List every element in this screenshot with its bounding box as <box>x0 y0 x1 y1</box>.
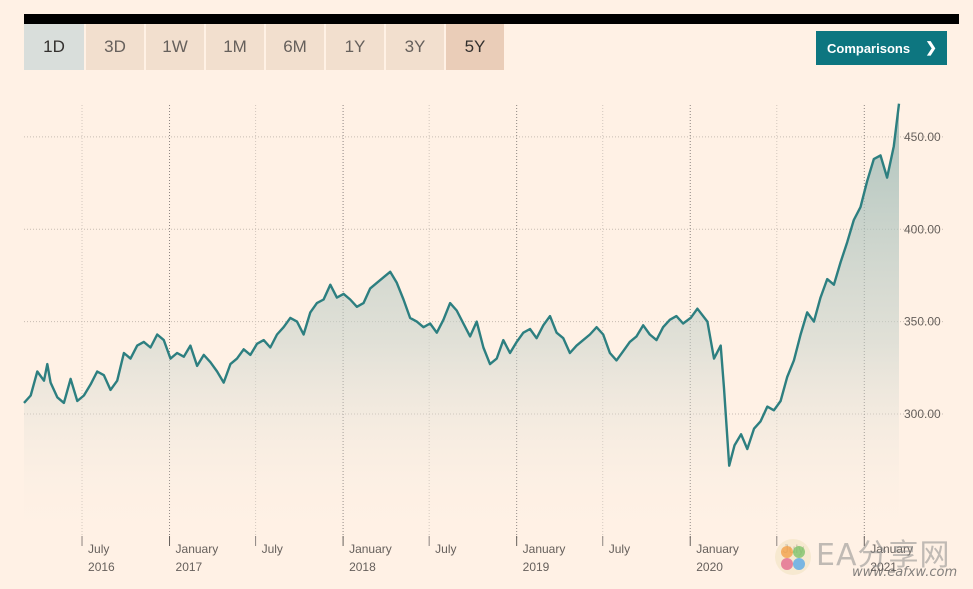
range-tab-1m[interactable]: 1M <box>206 24 264 70</box>
x-tick-month-label: January <box>523 542 566 556</box>
x-tick-year-label: 2020 <box>696 560 723 574</box>
range-tab-1y[interactable]: 1Y <box>326 24 384 70</box>
x-tick-month-label: January <box>176 542 219 556</box>
range-tab-6m[interactable]: 6M <box>266 24 324 70</box>
comparisons-button[interactable]: Comparisons ❯ <box>816 31 947 65</box>
y-tick-label: 300.00 <box>904 407 941 421</box>
x-tick-month-label: January <box>870 542 913 556</box>
watermark: EA分享网 www.eafxw.com <box>770 528 970 586</box>
x-tick-year-label: 2016 <box>88 560 115 574</box>
range-tab-1w[interactable]: 1W <box>146 24 204 70</box>
watermark-url: www.eafxw.com <box>852 565 958 580</box>
x-tick-year-label: 2019 <box>523 560 550 574</box>
y-tick-label: 450.00 <box>904 130 941 144</box>
comparisons-label: Comparisons <box>827 40 911 56</box>
range-tab-3y[interactable]: 3Y <box>386 24 444 70</box>
x-tick-month-label: January <box>349 542 392 556</box>
watermark-logo-icon <box>775 539 811 575</box>
range-tab-5y[interactable]: 5Y <box>446 24 504 70</box>
y-axis: 300.00 350.00 400.00 450.00 <box>904 130 941 421</box>
x-tick-year-label: 2018 <box>349 560 376 574</box>
series-line <box>23 103 901 467</box>
x-tick-month-label: January <box>696 542 739 556</box>
range-tabs: 1D 3D 1W 1M 6M 1Y 3Y 5Y <box>24 24 506 70</box>
x-tick-month-label: July <box>609 542 630 556</box>
range-tab-3d[interactable]: 3D <box>86 24 144 70</box>
x-tick-year-label: 2017 <box>176 560 203 574</box>
x-tick-month-label: July <box>262 542 283 556</box>
x-tick-month-label: July <box>88 542 109 556</box>
x-axis: July 2016 January 2017 July January 2018 July Ja… <box>81 536 913 574</box>
range-tab-1d[interactable]: 1D <box>24 24 84 70</box>
chevron-right-icon: ❯ <box>925 39 937 55</box>
watermark-title: EA分享网 <box>816 538 951 573</box>
x-tick-year-label: 2021 <box>870 560 897 574</box>
y-tick-label: 400.00 <box>904 222 941 236</box>
chart-top-rule <box>24 14 959 24</box>
y-tick-label: 350.00 <box>904 315 941 329</box>
x-tick-month-label: July <box>435 542 456 556</box>
